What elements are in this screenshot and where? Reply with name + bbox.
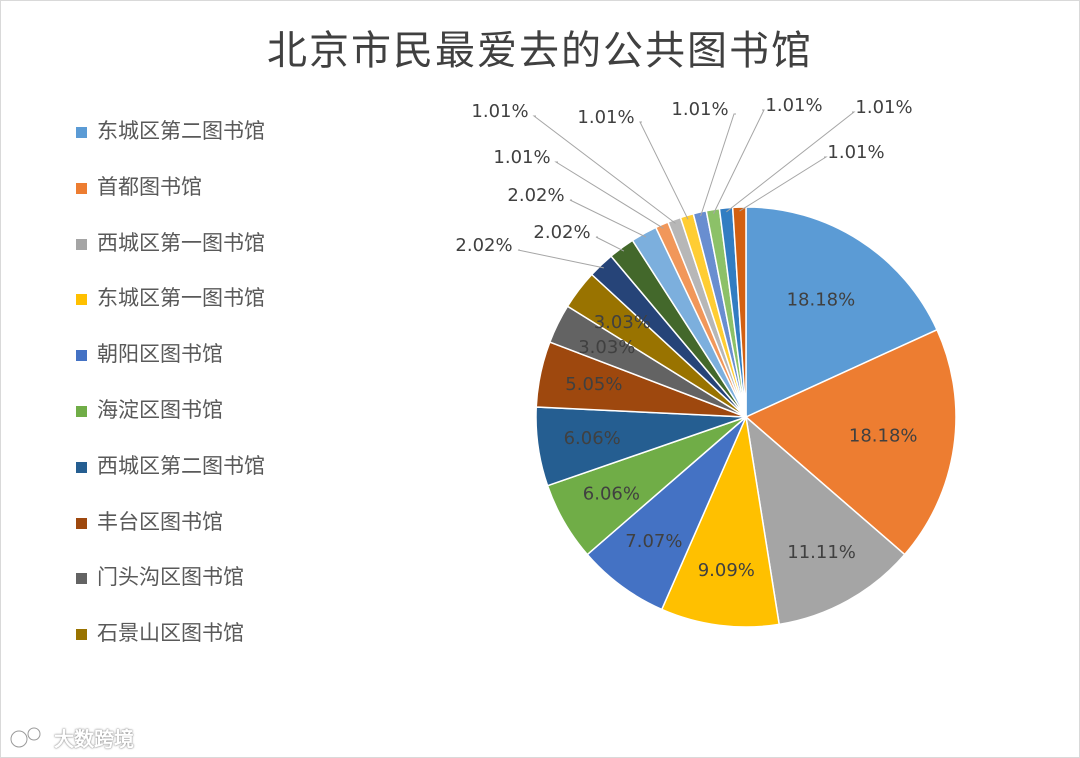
legend-swatch xyxy=(76,127,87,138)
data-label: 3.03% xyxy=(578,337,635,358)
data-label: 5.05% xyxy=(565,374,622,395)
pie-slice xyxy=(745,206,939,419)
legend-item: 西城区第二图书馆 xyxy=(76,451,406,507)
legend-swatch xyxy=(76,517,87,529)
watermark-text: 大数跨境 xyxy=(54,726,134,751)
legend-label: 海淀区图书馆 xyxy=(97,397,223,422)
data-label: 18.18% xyxy=(787,289,856,310)
leader-line xyxy=(639,121,689,220)
data-label: 1.01% xyxy=(493,147,550,168)
legend-label: 首都图书馆 xyxy=(97,174,202,199)
legend-item: 石景山区图书馆 xyxy=(76,618,406,674)
leader-line xyxy=(554,161,664,229)
legend-item: 海淀区图书馆 xyxy=(76,395,406,451)
leader-line xyxy=(595,236,625,252)
legend-swatch xyxy=(76,294,87,306)
pie-slice xyxy=(744,328,957,556)
legend-label: 东城区第一图书馆 xyxy=(97,286,265,311)
data-label: 2.02% xyxy=(455,235,512,256)
data-label: 6.06% xyxy=(583,484,640,505)
legend-item: 东城区第二图书馆 xyxy=(76,116,406,172)
legend-item: 东城区第一图书馆 xyxy=(76,283,406,339)
leader-line xyxy=(517,249,604,269)
legend: 东城区第二图书馆 首都图书馆西城区第一图书馆 东城区第一图书馆 朝阳区图书馆 海淀区图书… xyxy=(76,116,406,674)
data-label: 7.07% xyxy=(625,531,682,552)
legend-item: 门头沟区图书馆 xyxy=(76,562,406,618)
data-label: 1.01% xyxy=(855,97,912,118)
data-label: 2.02% xyxy=(507,185,564,206)
legend-item: 朝阳区图书馆 xyxy=(76,339,406,395)
legend-item: 丰台区图书馆 xyxy=(76,507,406,563)
chart-title: 北京市民最爱去的公共图书馆 xyxy=(267,28,813,74)
legend-label: 丰台区图书馆 xyxy=(97,509,223,534)
data-label: 11.11% xyxy=(787,542,856,563)
data-label: 6.06% xyxy=(564,428,621,449)
leader-line xyxy=(532,115,676,224)
data-label: 1.01% xyxy=(827,142,884,163)
legend-swatch xyxy=(76,238,87,250)
leader-line xyxy=(700,113,736,217)
watermark-logo-icon xyxy=(9,726,42,749)
data-label: 9.09% xyxy=(698,560,755,581)
legend-label: 东城区第二图书馆 xyxy=(97,119,265,143)
data-label: 1.01% xyxy=(577,107,634,128)
pie-slice xyxy=(744,415,906,626)
leader-line xyxy=(726,111,856,213)
watermark: 大数跨境 xyxy=(8,722,134,752)
legend-swatch xyxy=(76,182,87,194)
leader-line xyxy=(713,109,765,214)
data-label: 1.01% xyxy=(671,99,728,120)
legend-label: 朝阳区图书馆 xyxy=(97,342,223,367)
leader-line xyxy=(569,199,647,238)
legend-item: 首都图书馆 xyxy=(76,172,406,228)
data-label: 2.02% xyxy=(533,222,590,243)
pie-slice xyxy=(660,414,781,628)
legend-swatch xyxy=(76,573,87,585)
legend-swatch xyxy=(76,629,87,641)
legend-swatch xyxy=(76,405,87,417)
legend-swatch xyxy=(76,461,87,473)
data-label: 1.01% xyxy=(765,95,822,116)
legend-label: 西城区第一图书馆 xyxy=(97,230,265,255)
data-label: 18.18% xyxy=(849,426,918,447)
data-label: 1.01% xyxy=(471,101,528,122)
data-label: 3.03% xyxy=(594,312,651,333)
legend-label: 西城区第二图书馆 xyxy=(97,453,265,478)
legend-item: 西城区第一图书馆 xyxy=(76,228,406,284)
legend-label: 石景山区图书馆 xyxy=(97,621,244,646)
legend-swatch xyxy=(76,350,87,362)
leader-line xyxy=(739,156,828,212)
legend-label: 门头沟区图书馆 xyxy=(97,565,244,590)
